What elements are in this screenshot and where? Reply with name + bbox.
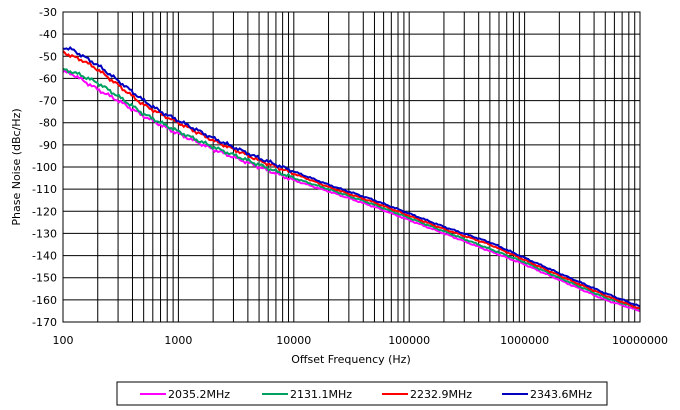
y-tick-label: -150 — [32, 272, 57, 285]
legend: 2035.2MHz 2131.1MHz 2232.9MHz 2343.6MHz — [117, 382, 607, 405]
y-tick-label: -80 — [39, 117, 57, 130]
y-tick-label: -100 — [32, 161, 57, 174]
y-tick-label: -140 — [32, 250, 57, 263]
y-tick-label: -60 — [39, 72, 57, 85]
x-tick-label: 100 — [53, 334, 74, 347]
legend-label: 2343.6MHz — [530, 388, 592, 401]
y-tick-label: -40 — [39, 28, 57, 41]
x-tick-label: 1000 — [164, 334, 192, 347]
y-tick-label: -110 — [32, 183, 57, 196]
y-tick-label: -90 — [39, 139, 57, 152]
x-tick-labels: 100 1000 10000 100000 1000000 10000000 — [53, 334, 669, 347]
x-tick-label: 1000000 — [500, 334, 549, 347]
y-tick-label: -30 — [39, 6, 57, 19]
y-tick-label: -130 — [32, 227, 57, 240]
x-axis-title: Offset Frequency (Hz) — [291, 353, 411, 366]
y-tick-label: -70 — [39, 95, 57, 108]
legend-label: 2232.9MHz — [410, 388, 472, 401]
y-tick-label: -50 — [39, 50, 57, 63]
y-tick-label: -160 — [32, 294, 57, 307]
y-axis-title: Phase Noise (dBc/Hz) — [10, 108, 23, 225]
x-tick-label: 10000000 — [612, 334, 668, 347]
legend-label: 2035.2MHz — [168, 388, 230, 401]
y-tick-label: -120 — [32, 205, 57, 218]
y-tick-label: -170 — [32, 316, 57, 329]
y-tick-labels: -30 -40 -50 -60 -70 -80 -90 -100 -110 -120 -130 -14… — [32, 6, 57, 329]
x-tick-label: 100000 — [388, 334, 430, 347]
legend-label: 2131.1MHz — [290, 388, 352, 401]
x-tick-label: 10000 — [276, 334, 311, 347]
